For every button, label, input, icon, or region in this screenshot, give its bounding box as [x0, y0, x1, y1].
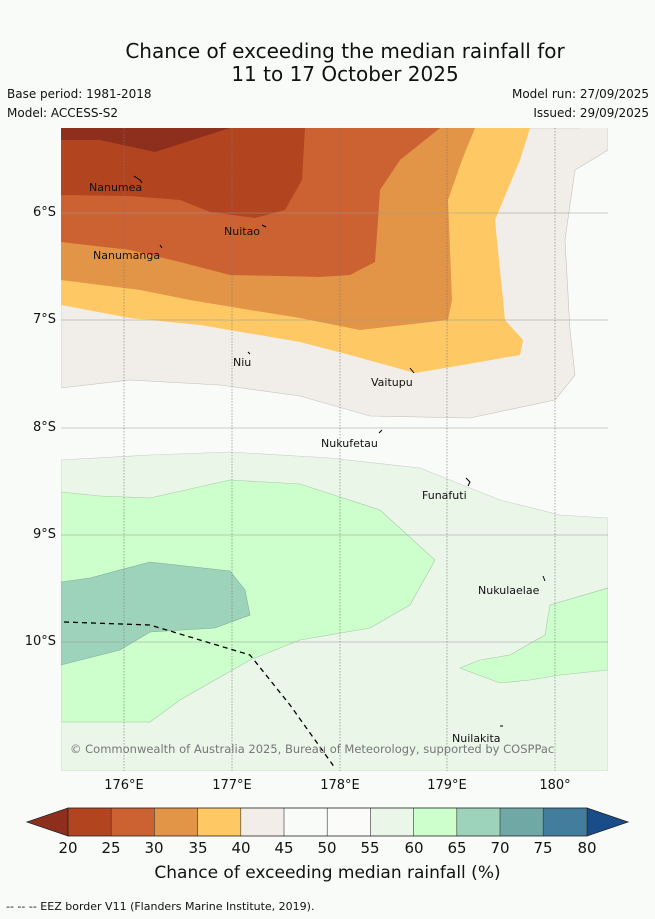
colorbar-segment-45-50: [284, 808, 328, 836]
map-plot-area: Nanumea Nuitao Nanumanga Niu Vaitupu Nuk…: [61, 128, 608, 771]
colorbar-label-30: 30: [144, 839, 164, 857]
colorbar-dividers: [110, 808, 544, 836]
colorbar-extend-high: [586, 807, 630, 837]
colorbar-segment-20-25: [68, 808, 112, 836]
lon-tick-179e: 179°E: [427, 778, 467, 793]
title-line-2: 11 to 17 October 2025: [231, 62, 459, 86]
contour-65-70: [61, 561, 251, 666]
label-niu: Niu: [233, 356, 251, 369]
label-nanumea: Nanumea: [89, 181, 142, 194]
title-line-1: Chance of exceeding the median rainfall …: [125, 39, 565, 63]
lon-gridlines: [123, 128, 556, 771]
colorbar-segment-35-40: [197, 808, 241, 836]
lat-gridlines: [61, 212, 608, 643]
eez-legend-note: -- -- -- EEZ border V11 (Flanders Marine…: [6, 900, 315, 913]
lat-tick-7s: 7°S: [32, 312, 56, 327]
label-nukufetau: Nukufetau: [321, 437, 378, 450]
colorbar-segment-50-55: [327, 808, 371, 836]
lon-tick-178e: 178°E: [320, 778, 360, 793]
colorbar-segment-25-30: [111, 808, 155, 836]
colorbar-label-35: 35: [188, 839, 208, 857]
island-nuitao: [261, 224, 267, 228]
colorbar-title: Chance of exceeding median rainfall (%): [154, 863, 501, 883]
colorbar-label-45: 45: [274, 839, 294, 857]
colorbar-label-25: 25: [101, 839, 121, 857]
lon-tick-177e: 177°E: [212, 778, 252, 793]
contour-60-65-main: [61, 479, 436, 723]
colorbar-segment-75-80: [543, 808, 587, 836]
model-run: Model run: 27/09/2025: [511, 87, 649, 101]
island-niu: [247, 351, 251, 355]
lat-tick-6s: 6°S: [32, 205, 56, 220]
eez-border: [63, 621, 336, 769]
label-funafuti: Funafuti: [422, 489, 467, 502]
colorbar-segment-30-35: [154, 808, 198, 836]
label-nanumanga: Nanumanga: [93, 249, 160, 262]
colorbar-segment-70-75: [500, 808, 544, 836]
colorbar-segment-60-65: [413, 808, 457, 836]
colorbar-label-65: 65: [447, 839, 467, 857]
island-nanumea: [133, 175, 143, 184]
map-title: Chance of exceeding the median rainfall …: [0, 40, 655, 86]
colorbar-label-75: 75: [533, 839, 553, 857]
label-nukulaelae: Nukulaelae: [478, 584, 540, 597]
island-nanumanga: [159, 244, 163, 249]
label-vaitupu: Vaitupu: [371, 376, 413, 389]
colorbar-segment-55-60: [370, 808, 414, 836]
colorbar-label-80: 80: [577, 839, 597, 857]
label-nuilakita: Nuilakita: [452, 732, 501, 745]
colorbar-label-55: 55: [360, 839, 380, 857]
copyright-text: © Commonwealth of Australia 2025, Bureau…: [70, 742, 554, 756]
model-name: Model: ACCESS-S2: [7, 106, 119, 120]
lat-tick-9s: 9°S: [32, 527, 56, 542]
base-period: Base period: 1981-2018: [7, 87, 152, 101]
lat-tick-8s: 8°S: [32, 420, 56, 435]
colorbar: [25, 807, 630, 837]
issued-date: Issued: 29/09/2025: [533, 106, 649, 120]
colorbar-label-70: 70: [490, 839, 510, 857]
island-vaitupu: [409, 367, 415, 374]
island-outlines: [133, 175, 546, 727]
colorbar-label-50: 50: [317, 839, 337, 857]
lon-tick-176e: 176°E: [104, 778, 144, 793]
contour-25-30: [61, 128, 305, 218]
island-funafuti: [465, 477, 471, 487]
place-labels: Nanumea Nuitao Nanumanga Niu Vaitupu Nuk…: [89, 181, 540, 745]
colorbar-frame: [67, 807, 588, 837]
colorbar-segment-65-70: [456, 808, 500, 836]
lon-tick-180: 180°: [539, 778, 571, 793]
colorbar-segment-40-45: [240, 808, 284, 836]
island-nukufetau: [378, 429, 383, 434]
colorbar-label-40: 40: [231, 839, 251, 857]
contour-20-25: [61, 128, 230, 152]
contour-60-65-east: [459, 587, 608, 684]
lat-tick-10s: 10°S: [24, 634, 56, 649]
colorbar-extend-low: [25, 807, 69, 837]
island-nukulaelae: [542, 575, 546, 582]
colorbar-label-60: 60: [404, 839, 424, 857]
label-nuitao: Nuitao: [224, 225, 260, 238]
colorbar-label-20: 20: [58, 839, 78, 857]
